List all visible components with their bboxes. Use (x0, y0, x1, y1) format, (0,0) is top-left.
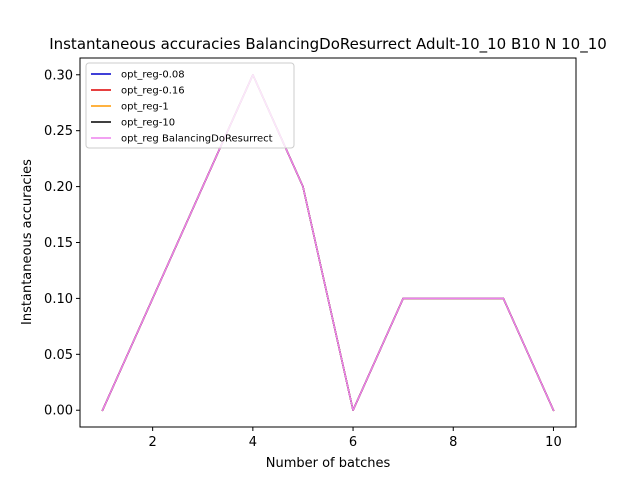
legend-label: opt_reg-1 (121, 102, 169, 113)
y-tick-label: 0.10 (44, 292, 73, 307)
y-tick-label: 0.00 (44, 404, 73, 419)
x-tick-label: 2 (149, 435, 157, 450)
x-tick-label: 8 (449, 435, 457, 450)
x-axis: 2 4 6 8 10 (149, 427, 562, 450)
legend-label: opt_reg-0.16 (121, 86, 185, 97)
x-tick-label: 6 (349, 435, 357, 450)
legend: opt_reg-0.08 opt_reg-0.16 opt_reg-1 opt_reg… (85, 62, 295, 149)
legend-items: opt_reg-0.08 opt_reg-0.16 opt_reg-1 opt_reg… (91, 70, 273, 145)
legend-label: opt_reg-10 (121, 118, 175, 129)
y-tick-label: 0.30 (44, 68, 73, 83)
legend-box (85, 62, 295, 149)
y-tick-label: 0.20 (44, 180, 73, 195)
legend-label: opt_reg BalancingDoResurrect (121, 134, 273, 145)
x-tick-label: 10 (545, 435, 562, 450)
series-line-5 (101, 74, 555, 412)
legend-label: opt_reg-0.08 (121, 70, 185, 81)
y-tick-label: 0.05 (44, 348, 73, 363)
x-tick-label: 4 (249, 435, 257, 450)
y-axis-label: Instantaneous accuracies (20, 159, 35, 325)
chart-title: Instantaneous accuracies BalancingDoResu… (49, 35, 607, 54)
y-tick-label: 0.25 (44, 124, 73, 139)
series-layer (101, 74, 555, 412)
y-tick-label: 0.15 (44, 236, 73, 251)
x-axis-label: Number of batches (266, 456, 391, 471)
y-axis: 0.00 0.05 0.10 0.15 0.20 0.25 0.30 (44, 68, 80, 419)
